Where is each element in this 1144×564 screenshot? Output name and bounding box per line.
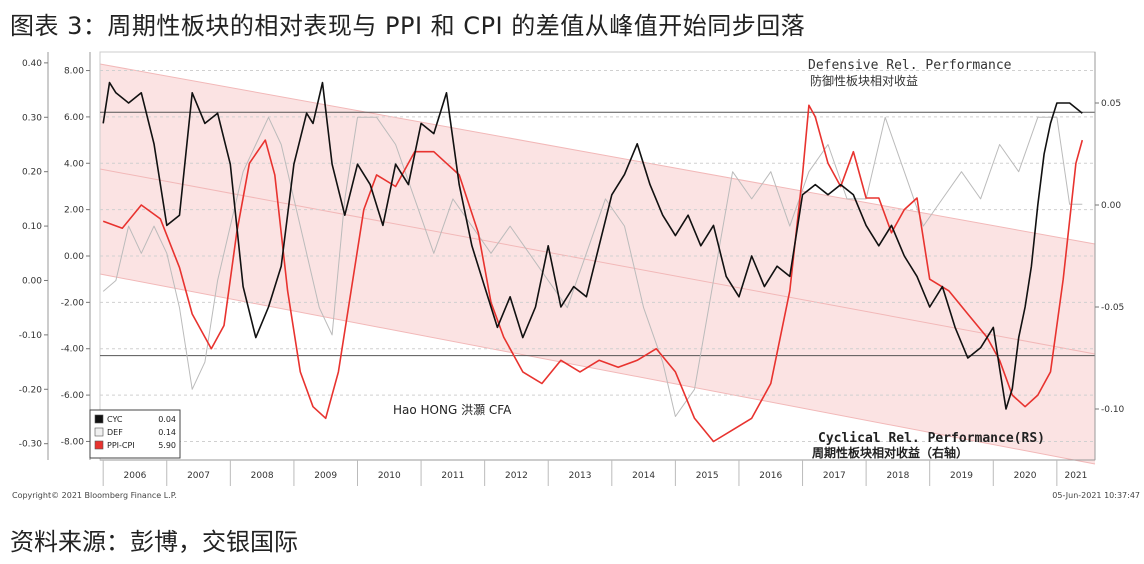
left-outer-tick-label: 0.20 — [22, 168, 42, 178]
trend-band-lower — [99, 273, 1096, 465]
legend-swatch-ppi-cpi — [94, 440, 104, 450]
source-note: 资料来源：彭博，交银国际 — [10, 528, 298, 556]
right-tick-label: 0.00 — [1101, 201, 1121, 211]
left-inner-tick-label: 8.00 — [64, 67, 84, 77]
left-outer-tick-label: 0.10 — [22, 222, 42, 232]
axes: 0.40 0.30 0.20 0.10 0.00 -0.10 -0.20 -0.30 8.00 6… — [19, 52, 1125, 486]
x-tick-label: 2021 — [1064, 471, 1087, 481]
series — [102, 81, 1084, 443]
right-tick-label: -0.10 — [1101, 405, 1125, 415]
x-tick-label: 2011 — [441, 471, 464, 481]
x-tick-label: 2018 — [886, 471, 909, 481]
series-line-cyc — [102, 81, 1083, 410]
legend-box — [89, 409, 181, 459]
legend-value-cyc: 0.04 — [158, 415, 176, 424]
left-inner-tick-label: -4.00 — [61, 345, 85, 355]
left-inner-tick-label: 6.00 — [64, 113, 84, 123]
timestamp-label: 05-Jun-2021 10:37:47 — [1052, 491, 1140, 500]
cyclical-label-cn: 周期性板块相对收益（右轴） — [812, 445, 968, 460]
left-inner-tick-label: 2.00 — [64, 206, 84, 216]
left-outer-tick-label: -0.10 — [19, 331, 43, 341]
legend: CYC 0.04 DEF 0.14 PPI-CPI 5.90 — [89, 409, 181, 459]
chart: 0.40 0.30 0.20 0.10 0.00 -0.10 -0.20 -0.30 8.00 6… — [0, 44, 1144, 520]
x-tick-label: 2013 — [569, 471, 592, 481]
legend-label-cyc: CYC — [107, 415, 123, 424]
x-tick-label: 2006 — [124, 471, 147, 481]
left-inner-tick-label: -6.00 — [61, 391, 85, 401]
legend-label-ppi-cpi: PPI-CPI — [107, 441, 135, 450]
right-tick-label: 0.05 — [1101, 99, 1121, 109]
legend-label-def: DEF — [107, 428, 123, 437]
x-tick-label: 2016 — [759, 471, 782, 481]
x-tick-label: 2019 — [950, 471, 973, 481]
x-tick-label: 2012 — [505, 471, 528, 481]
left-inner-tick-label: -8.00 — [61, 437, 85, 447]
left-inner-tick-label: 0.00 — [64, 252, 84, 262]
legend-value-def: 0.14 — [158, 428, 176, 437]
left-outer-tick-label: 0.30 — [22, 113, 42, 123]
trend-band — [99, 63, 1096, 465]
defensive-label-cn: 防御性板块相对收益 — [810, 73, 918, 88]
series-line-ppi-cpi — [102, 104, 1084, 443]
legend-swatch-cyc — [94, 414, 104, 424]
x-tick-label: 2017 — [823, 471, 846, 481]
figure-title: 图表 3：周期性板块的相对表现与 PPI 和 CPI 的差值从峰值开始同步回落 — [10, 12, 806, 40]
x-tick-label: 2007 — [187, 471, 210, 481]
grid — [99, 51, 1096, 461]
left-inner-tick-label: -2.00 — [61, 298, 85, 308]
series-line-def — [102, 116, 1083, 417]
x-tick-label: 2015 — [696, 471, 719, 481]
legend-swatch-def — [94, 427, 104, 437]
left-outer-tick-label: -0.30 — [19, 440, 43, 450]
author-label: Hao HONG 洪灝 CFA — [393, 402, 512, 417]
left-outer-tick-label: 0.40 — [22, 59, 42, 69]
x-tick-label: 2009 — [314, 471, 337, 481]
defensive-label-en: Defensive Rel. Performance — [808, 58, 1012, 73]
x-tick-label: 2008 — [251, 471, 274, 481]
trend-band-fill — [100, 64, 1095, 464]
copyright-label: Copyright© 2021 Bloomberg Finance L.P. — [12, 491, 177, 500]
x-tick-label: 2014 — [632, 471, 655, 481]
cyclical-label-en: Cyclical Rel. Performance(RS) — [818, 431, 1045, 446]
right-tick-label: -0.05 — [1101, 303, 1124, 313]
left-outer-tick-label: 0.00 — [22, 276, 42, 286]
left-inner-tick-label: 4.00 — [64, 159, 84, 169]
left-outer-tick-label: -0.20 — [19, 385, 43, 395]
trend-band-upper — [99, 63, 1096, 245]
annotations: Defensive Rel. Performance 防御性板块相对收益 Cyc… — [12, 58, 1140, 500]
trend-band-middle — [99, 168, 1096, 355]
legend-value-ppi-cpi: 5.90 — [158, 441, 176, 450]
x-tick-label: 2010 — [378, 471, 401, 481]
x-tick-label: 2020 — [1014, 471, 1037, 481]
